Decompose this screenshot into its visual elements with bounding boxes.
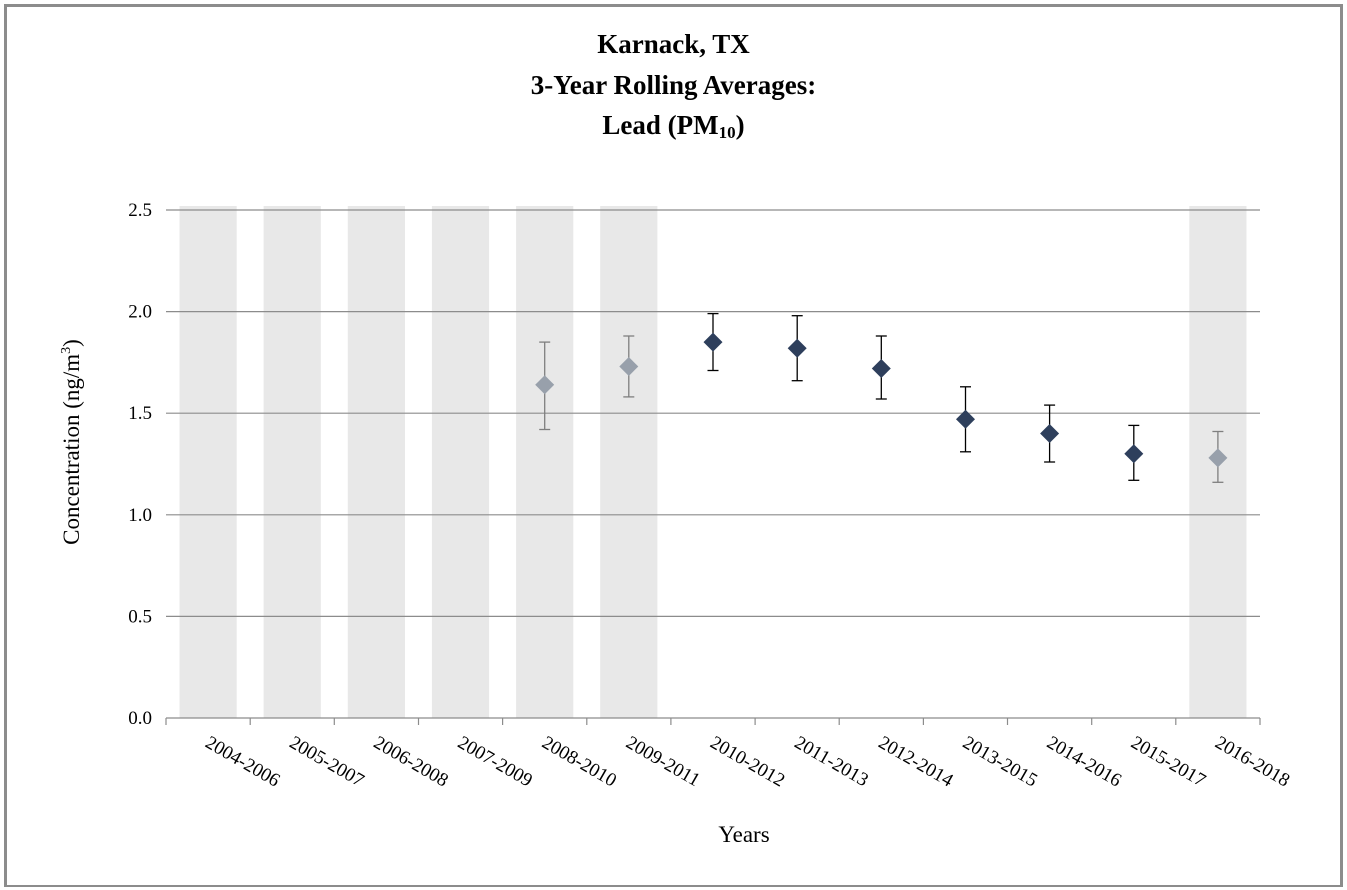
x-tick-label-2015-2017: 2015-2017: [1127, 732, 1209, 791]
chart-title-line-3-close: ): [735, 110, 745, 140]
x-tick-label-2014-2016: 2014-2016: [1043, 732, 1125, 791]
y-axis-title: Concentration (ng/m3): [59, 339, 84, 545]
chart-title-line-1: Karnack, TX: [597, 29, 750, 59]
data-point-2016-2018: [1208, 448, 1228, 468]
chart-title-line-3-subscript: 10: [718, 123, 736, 142]
x-axis-title: Years: [718, 822, 769, 847]
y-tick-label-1.5: 1.5: [128, 403, 152, 424]
y-tick-label-1.0: 1.0: [128, 505, 152, 526]
data-point-2010-2012: [703, 332, 723, 352]
data-point-2011-2013: [787, 338, 807, 358]
x-tick-label-2013-2015: 2013-2015: [959, 732, 1041, 791]
x-tick-label-2006-2008: 2006-2008: [370, 732, 452, 791]
x-tick-label-2004-2006: 2004-2006: [202, 732, 284, 791]
data-markers: [535, 332, 1228, 468]
y-tick-label-2.5: 2.5: [128, 200, 152, 221]
y-tick-labels: 0.0 0.5 1.0 1.5 2.0 2.5: [128, 200, 152, 729]
shaded-periods: [179, 206, 1247, 718]
shaded-column-2008-2010: [516, 206, 574, 718]
shaded-column-2007-2009: [431, 206, 490, 718]
chart-title-line-3-text: Lead (PM: [602, 110, 719, 140]
x-tick-label-2010-2012: 2010-2012: [707, 732, 789, 791]
x-tick-label-2008-2010: 2008-2010: [538, 732, 620, 791]
x-axis: [165, 718, 1261, 725]
y-axis-title-close: ): [59, 339, 84, 347]
chart-title-line-3: Lead (PM10): [0, 110, 1347, 142]
shaded-column-2004-2006: [179, 206, 237, 718]
x-tick-labels: 2004-2006 2005-2007 2006-2008 2007-2009 2008…: [202, 732, 1294, 792]
gridlines: [166, 209, 1260, 719]
y-tick-label-0.5: 0.5: [128, 606, 152, 627]
data-point-2012-2014: [871, 359, 891, 378]
x-tick-label-2007-2009: 2007-2009: [454, 732, 536, 791]
x-tick-label-2011-2013: 2011-2013: [791, 732, 872, 791]
y-tick-label-0.0: 0.0: [128, 708, 152, 729]
x-tick-label-2009-2011: 2009-2011: [622, 732, 703, 791]
shaded-column-2006-2008: [347, 206, 405, 718]
y-tick-label-2.0: 2.0: [128, 302, 152, 323]
x-tick-label-2016-2018: 2016-2018: [1211, 732, 1293, 791]
shaded-column-2005-2007: [263, 206, 321, 718]
chart-title-line-2: 3-Year Rolling Averages:: [530, 70, 817, 100]
x-tick-label-2005-2007: 2005-2007: [286, 732, 368, 791]
data-point-2015-2017: [1124, 444, 1144, 464]
data-point-2008-2010: [535, 375, 555, 395]
data-point-2013-2015: [956, 409, 975, 429]
y-axis-title-text: Concentration (ng/m: [59, 354, 84, 545]
x-tick-label-2012-2014: 2012-2014: [875, 732, 957, 792]
data-point-2014-2016: [1040, 424, 1060, 443]
y-axis-title-sup: 3: [59, 347, 74, 354]
data-point-2009-2011: [619, 357, 639, 376]
shaded-column-2009-2011: [600, 206, 658, 718]
